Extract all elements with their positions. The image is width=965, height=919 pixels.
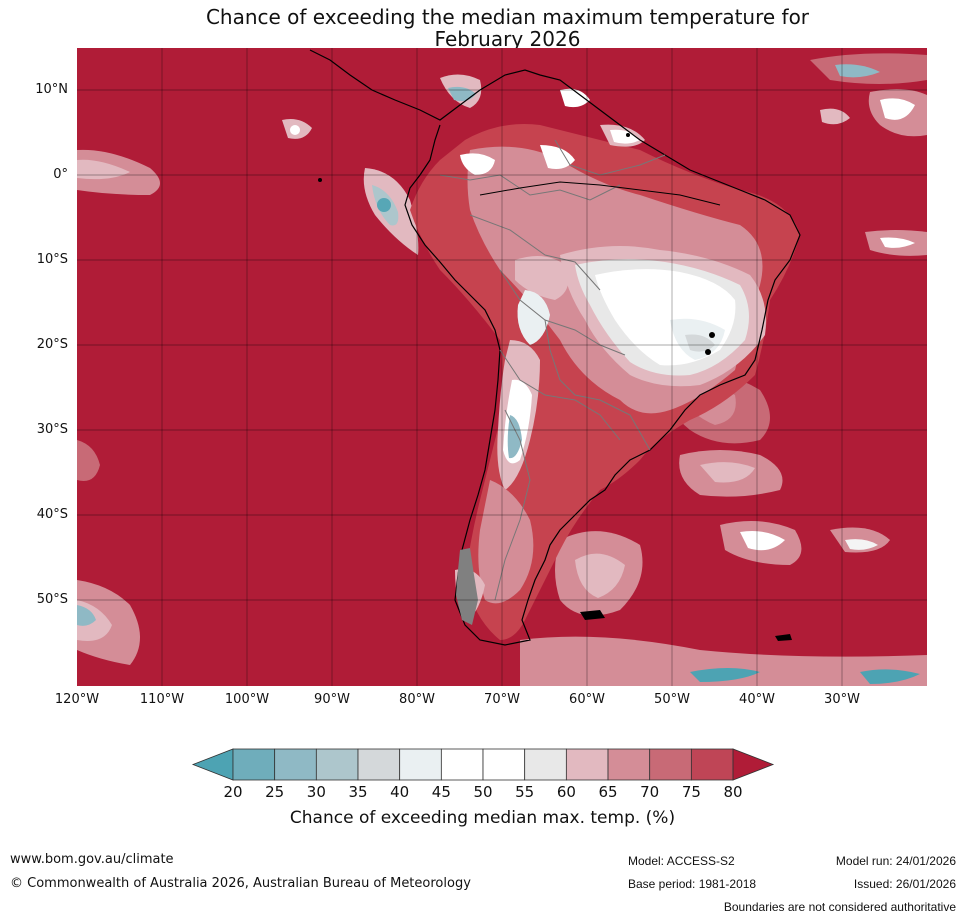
colorbar-segment bbox=[690, 748, 734, 781]
lat-label-10n: 10°N bbox=[35, 82, 68, 97]
colorbar-tick-label: 60 bbox=[556, 783, 576, 801]
lon-label-80w: 80°W bbox=[399, 692, 435, 707]
footer-copyright: © Commonwealth of Australia 2026, Austra… bbox=[10, 876, 471, 891]
colorbar-tick-label: 50 bbox=[473, 783, 493, 801]
lat-label-10s: 10°S bbox=[36, 252, 68, 267]
colorbar-segment bbox=[357, 748, 401, 781]
lat-label-50s: 50°S bbox=[36, 592, 68, 607]
colorbar-segments bbox=[191, 748, 775, 781]
lon-label-120w: 120°W bbox=[54, 692, 100, 707]
lon-label-50w: 50°W bbox=[654, 692, 690, 707]
lon-label-110w: 110°W bbox=[139, 692, 185, 707]
footer-disclaimer: Boundaries are not considered authoritat… bbox=[723, 900, 956, 914]
colorbar-segment bbox=[482, 748, 526, 781]
colorbar-tick-label: 20 bbox=[223, 783, 243, 801]
footer-issued: Issued: 26/01/2026 bbox=[853, 877, 956, 891]
colorbar-tick-label: 30 bbox=[306, 783, 326, 801]
lon-label-60w: 60°W bbox=[569, 692, 605, 707]
colorbar-tick-label: 65 bbox=[598, 783, 618, 801]
map-title-line-1: Chance of exceeding the median maximum t… bbox=[205, 5, 810, 29]
colorbar-extend-low bbox=[191, 748, 234, 781]
colorbar-tick-label: 70 bbox=[640, 783, 660, 801]
colorbar-tick-label: 25 bbox=[265, 783, 285, 801]
lon-label-100w: 100°W bbox=[224, 692, 270, 707]
colorbar-extend-high bbox=[732, 748, 775, 781]
colorbar-segment bbox=[232, 748, 276, 781]
colorbar-tick-label: 80 bbox=[723, 783, 743, 801]
lon-label-90w: 90°W bbox=[314, 692, 350, 707]
colorbar-segment bbox=[315, 748, 359, 781]
colorbar-segment bbox=[607, 748, 651, 781]
southern-andes-fjords bbox=[456, 548, 478, 625]
lat-label-30s: 30°S bbox=[36, 422, 68, 437]
lon-label-70w: 70°W bbox=[484, 692, 520, 707]
colorbar-tick-label: 45 bbox=[431, 783, 451, 801]
lakes-and-islands bbox=[318, 133, 792, 641]
footer-base-period: Base period: 1981-2018 bbox=[628, 877, 757, 891]
south-america-coastline bbox=[309, 49, 801, 646]
colorbar-segment bbox=[565, 748, 609, 781]
map-gridlines bbox=[77, 48, 927, 686]
colorbar-tick-label: 40 bbox=[390, 783, 410, 801]
colorbar-tick-label: 75 bbox=[681, 783, 701, 801]
colorbar-segment bbox=[524, 748, 567, 781]
country-borders bbox=[439, 139, 666, 601]
lat-label-40s: 40°S bbox=[36, 507, 68, 522]
amazon-river bbox=[479, 181, 721, 206]
colorbar-segment bbox=[649, 748, 692, 781]
footer-model-run: Model run: 24/01/2026 bbox=[835, 854, 956, 868]
south-america-anomaly-field bbox=[410, 74, 800, 640]
colorbar-tick-label: 55 bbox=[515, 783, 535, 801]
map-title-line-2: February 2026 bbox=[434, 27, 581, 51]
colorbar-tick-label: 35 bbox=[348, 783, 368, 801]
lon-label-30w: 30°W bbox=[824, 692, 860, 707]
colorbar-segment bbox=[274, 748, 317, 781]
colorbar-segment bbox=[440, 748, 484, 781]
lat-label-20s: 20°S bbox=[36, 337, 68, 352]
footer-model: Model: ACCESS-S2 bbox=[628, 854, 735, 868]
colorbar-label: Chance of exceeding median max. temp. (%… bbox=[289, 808, 676, 828]
colorbar-segment bbox=[399, 748, 442, 781]
lat-label-0: 0° bbox=[53, 167, 68, 182]
lon-label-40w: 40°W bbox=[739, 692, 775, 707]
footer-website: www.bom.gov.au/climate bbox=[10, 852, 174, 867]
